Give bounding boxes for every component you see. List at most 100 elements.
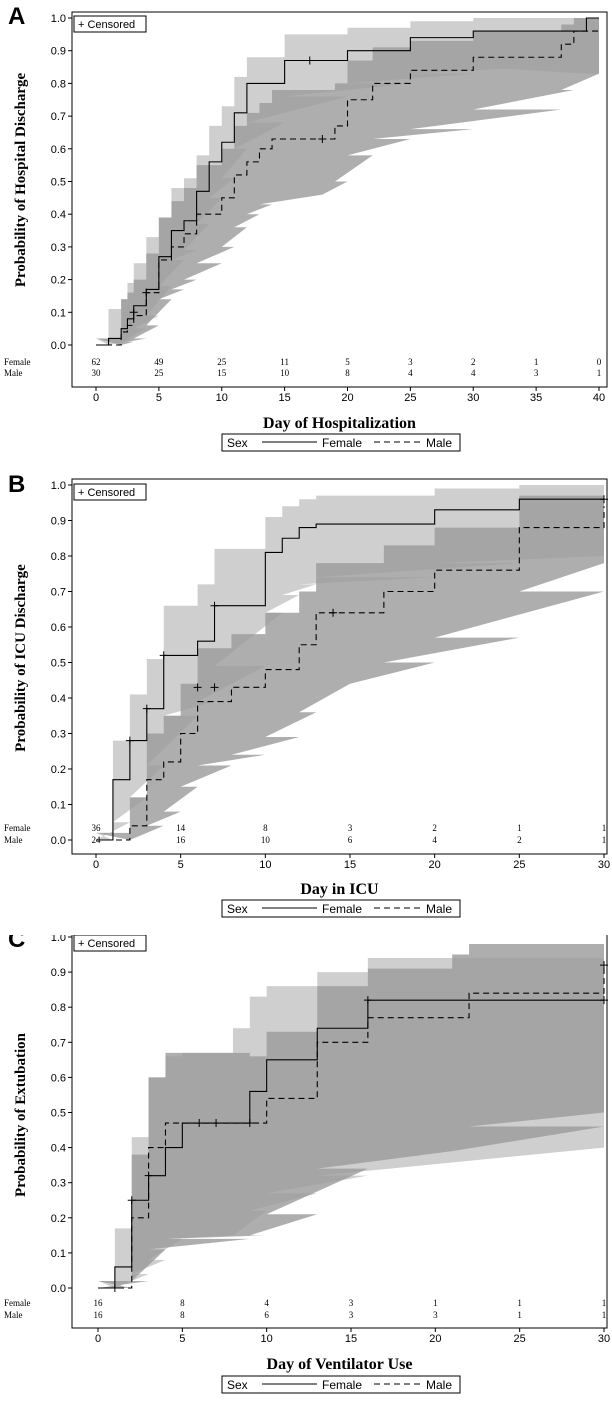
confidence-band-male [98,937,604,1288]
risk-count-female: 62 [92,357,101,367]
x-axis-title: Day in ICU [300,881,379,898]
risk-count-female: 2 [471,357,476,367]
risk-count-female: 2 [432,823,437,833]
censored-key-label: + Censored [78,938,135,950]
risk-count-female: 1 [534,357,539,367]
risk-label-male: Male [4,368,23,378]
survival-line-female [98,999,604,1289]
panel-letter: C [8,935,25,953]
risk-count-female: 3 [408,357,413,367]
y-tick-label: 0.6 [51,144,66,156]
y-tick-label: 0.8 [51,78,66,90]
y-tick-label: 0.3 [51,729,66,741]
y-tick-label: 0.6 [51,622,66,634]
x-tick-label: 20 [341,392,353,404]
legend-box [221,1375,461,1394]
risk-count-male: 3 [433,1310,438,1320]
censor-mark-female [210,601,219,610]
censored-key-box [73,15,147,33]
x-tick-label: 15 [279,392,291,404]
censor-mark-male [110,1284,119,1292]
legend-title: Sex [227,902,248,916]
y-tick-label: 0.6 [51,1072,66,1084]
censor-mark-male [318,134,327,143]
y-tick-label: 0.3 [51,242,66,254]
confidence-band-male [96,485,604,840]
risk-count-male: 4 [408,368,413,378]
risk-count-female: 1 [517,1298,522,1308]
censored-key-label: + Censored [78,19,135,31]
risk-label-female: Female [4,1298,31,1308]
y-tick-label: 1.0 [51,13,66,25]
survival-line-male [96,506,605,841]
risk-count-male: 1 [602,1310,607,1320]
censor-mark-female [129,308,138,317]
x-tick-label: 5 [179,1333,185,1345]
y-tick-label: 0.1 [51,307,66,319]
y-tick-label: 0.2 [51,764,66,776]
censor-mark-female [600,495,608,504]
x-tick-label: 5 [178,859,184,871]
x-tick-label: 10 [261,1333,273,1345]
risk-count-female: 16 [94,1298,104,1308]
risk-count-male: 1 [602,835,607,845]
legend-title: Sex [227,436,248,450]
censored-key-box [73,483,147,501]
censor-mark-female [305,56,314,65]
censor-mark-male [142,288,151,297]
legend-label-female: Female [322,436,362,450]
risk-count-male: 6 [348,835,353,845]
y-tick-label: 0.9 [51,46,66,58]
risk-count-male: 16 [176,835,186,845]
confidence-band-male [96,18,599,345]
risk-count-female: 5 [345,357,350,367]
x-tick-label: 25 [514,1333,526,1345]
x-tick-label: 40 [593,392,605,404]
y-tick-label: 0.7 [51,1037,66,1049]
legend-label-female: Female [322,902,362,916]
panel-letter: B [8,471,25,498]
censor-mark-female [127,1196,136,1205]
legend-label-male: Male [426,436,452,450]
y-tick-label: 0.4 [51,209,66,221]
risk-count-female: 25 [217,357,227,367]
risk-count-male: 8 [345,368,350,378]
y-tick-label: 0.2 [51,275,66,287]
y-tick-label: 0.5 [51,177,66,189]
panel-b-chart: B + Censored 0.0 0.1 0.2 0.3 0.4 0.5 0.6 0.7 0.8 0.… [4,471,610,918]
x-axis-title: Day of Hospitalization [263,415,416,432]
plot-frame [71,478,608,855]
censor-mark-female [125,736,134,745]
x-tick-label: 10 [216,392,228,404]
legend-box [221,899,461,918]
risk-count-female: 3 [349,1298,354,1308]
risk-count-female: 1 [517,823,522,833]
y-tick-label: 0.8 [51,1002,66,1014]
risk-count-male: 2 [517,835,522,845]
risk-count-male: 3 [349,1310,354,1320]
y-tick-label: 0.1 [51,1248,66,1260]
censor-mark-male [329,608,338,617]
y-axis-title: Probability of ICU Discharge [13,564,29,752]
y-tick-label: 0.9 [51,967,66,979]
x-tick-label: 30 [598,859,610,871]
x-tick-label: 5 [156,392,162,404]
risk-count-male: 10 [280,368,290,378]
censor-mark-male [600,961,608,970]
plot-frame [71,935,608,1329]
x-tick-label: 25 [513,859,525,871]
risk-count-female: 49 [154,357,164,367]
risk-count-male: 1 [597,368,602,378]
y-tick-label: 0.7 [51,587,66,599]
risk-count-male: 16 [94,1310,104,1320]
x-tick-label: 30 [598,1333,610,1345]
legend-label-male: Male [426,902,452,916]
censor-mark-male [193,683,202,692]
risk-count-male: 4 [432,835,437,845]
censored-key-box [73,935,147,952]
x-tick-label: 15 [345,1333,357,1345]
risk-label-male: Male [4,835,23,845]
x-tick-label: 35 [530,392,542,404]
x-tick-label: 20 [429,859,441,871]
risk-count-female: 4 [264,1298,269,1308]
